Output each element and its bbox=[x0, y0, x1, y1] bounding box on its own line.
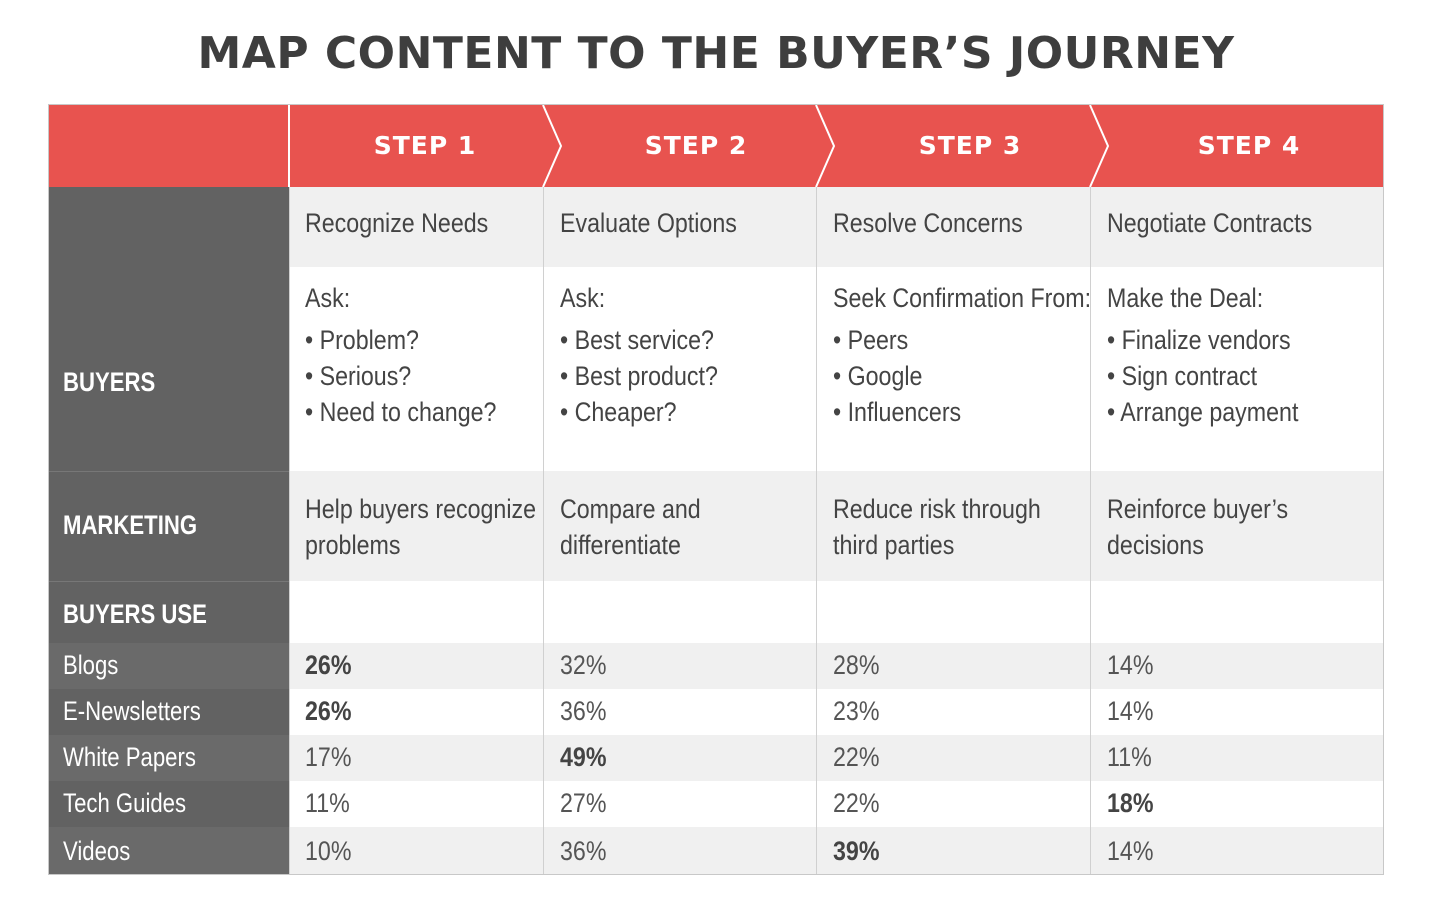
percent-cell: 27% bbox=[560, 788, 607, 818]
list-item: • Problem? bbox=[305, 325, 419, 355]
buyers-heading: Seek Confirmation From: bbox=[833, 283, 1092, 313]
divider bbox=[49, 471, 289, 472]
table-row bbox=[289, 735, 1383, 781]
percent-cell: 11% bbox=[305, 788, 350, 818]
side-stripe bbox=[49, 643, 289, 689]
row-label-marketing: MARKETING bbox=[63, 510, 198, 540]
buyers-heading: Ask: bbox=[560, 283, 606, 313]
column-divider bbox=[816, 187, 817, 874]
buyers-cell-1: Ask: • Problem? • Serious? • Need to cha… bbox=[289, 283, 528, 430]
content-type-label: Videos bbox=[63, 835, 131, 866]
marketing-row bbox=[289, 471, 1383, 581]
list-item: • Peers bbox=[833, 325, 909, 355]
buyers-use-row bbox=[289, 581, 1383, 643]
list-item: • Arrange payment bbox=[1107, 397, 1299, 427]
buyers-cell-2: Ask: • Best service? • Best product? • C… bbox=[544, 283, 744, 430]
list-item: • Need to change? bbox=[305, 397, 497, 427]
marketing-cell-1: Help buyers recognize problems bbox=[289, 491, 574, 563]
percent-cell: 23% bbox=[833, 696, 880, 726]
percent-cell: 26% bbox=[305, 650, 352, 680]
table-row bbox=[289, 827, 1383, 874]
content-type-label: Blogs bbox=[63, 650, 119, 680]
list-item: • Serious? bbox=[305, 361, 412, 391]
phase-1: Recognize Needs bbox=[305, 208, 489, 238]
step-chevrons bbox=[288, 105, 1110, 187]
step-4-label: STEP 4 bbox=[1197, 131, 1301, 160]
divider bbox=[49, 581, 289, 582]
percent-cell: 36% bbox=[560, 696, 607, 726]
list-item: • Cheaper? bbox=[560, 397, 677, 427]
marketing-line: problems bbox=[305, 530, 401, 560]
percent-cell: 14% bbox=[1107, 696, 1154, 726]
journey-table: STEP 1 STEP 2 STEP 3 STEP 4 BUYERS MARKE… bbox=[48, 104, 1384, 875]
list-item: • Influencers bbox=[833, 397, 962, 427]
table-row bbox=[289, 781, 1383, 827]
marketing-line: third parties bbox=[833, 530, 955, 560]
phase-3: Resolve Concerns bbox=[833, 208, 1023, 238]
marketing-line: Help buyers recognize bbox=[305, 494, 537, 524]
marketing-cell-2: Compare and differentiate bbox=[544, 491, 724, 563]
marketing-line: Reinforce buyer’s bbox=[1107, 494, 1289, 524]
percent-cell: 32% bbox=[560, 650, 607, 680]
table-row bbox=[289, 643, 1383, 689]
list-item: • Finalize vendors bbox=[1107, 325, 1291, 355]
percent-cell: 14% bbox=[1107, 650, 1154, 680]
column-divider bbox=[543, 187, 544, 874]
step-3-label: STEP 3 bbox=[918, 131, 1022, 160]
column-divider bbox=[1090, 187, 1091, 874]
content-type-label: E-Newsletters bbox=[63, 696, 201, 726]
marketing-cell-4: Reinforce buyer’s decisions bbox=[1091, 491, 1318, 563]
marketing-line: Reduce risk through bbox=[833, 494, 1041, 524]
percent-cell: 26% bbox=[305, 696, 352, 726]
marketing-line: differentiate bbox=[560, 530, 681, 560]
percent-cell: 49% bbox=[560, 742, 607, 772]
phase-row bbox=[289, 187, 1383, 267]
side-stripe bbox=[49, 735, 289, 781]
percent-cell: 22% bbox=[833, 788, 880, 818]
list-item: • Best product? bbox=[560, 361, 718, 391]
step-2-label: STEP 2 bbox=[644, 131, 748, 160]
percent-cell: 11% bbox=[1107, 742, 1152, 772]
list-item: • Google bbox=[833, 361, 923, 391]
marketing-line: Compare and bbox=[560, 494, 701, 524]
buyers-row bbox=[289, 267, 1383, 471]
percent-cell: 28% bbox=[833, 650, 880, 680]
column-divider bbox=[289, 187, 290, 874]
percent-cell: 17% bbox=[305, 742, 352, 772]
list-item: • Sign contract bbox=[1107, 361, 1258, 391]
buyers-cell-3: Seek Confirmation From: • Peers • Google… bbox=[817, 283, 1133, 430]
step-1-label: STEP 1 bbox=[373, 131, 477, 160]
page-title: MAP CONTENT TO THE BUYER’S JOURNEY bbox=[197, 28, 1235, 79]
table-row bbox=[289, 689, 1383, 735]
buyers-cell-4: Make the Deal: • Finalize vendors • Sign… bbox=[1091, 283, 1330, 430]
marketing-cell-3: Reduce risk through third parties bbox=[817, 491, 1075, 563]
percent-cell: 22% bbox=[833, 742, 880, 772]
content-type-label: White Papers bbox=[63, 742, 196, 772]
row-label-buyers: BUYERS bbox=[63, 367, 156, 397]
phase-2: Evaluate Options bbox=[560, 208, 737, 238]
percent-cell: 36% bbox=[560, 835, 607, 866]
phase-4: Negotiate Contracts bbox=[1107, 208, 1313, 238]
step-header: STEP 1 STEP 2 STEP 3 STEP 4 bbox=[49, 105, 1383, 187]
marketing-line: decisions bbox=[1107, 530, 1204, 560]
buyers-heading: Make the Deal: bbox=[1107, 283, 1264, 313]
list-item: • Best service? bbox=[560, 325, 714, 355]
percent-cell: 14% bbox=[1107, 835, 1154, 866]
percent-cell: 39% bbox=[833, 835, 880, 866]
percent-cell: 10% bbox=[305, 835, 352, 866]
content-type-label: Tech Guides bbox=[63, 788, 187, 818]
row-label-buyers-use: BUYERS USE bbox=[63, 599, 207, 629]
percent-cell: 18% bbox=[1107, 788, 1154, 818]
side-stripe bbox=[49, 827, 289, 874]
buyers-heading: Ask: bbox=[305, 283, 351, 313]
